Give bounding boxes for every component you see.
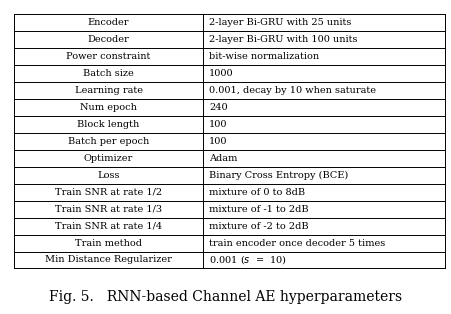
Text: Train SNR at rate 1/4: Train SNR at rate 1/4 — [55, 222, 162, 230]
Text: Block length: Block length — [77, 120, 139, 129]
Text: Batch per epoch: Batch per epoch — [68, 137, 149, 146]
Text: 100: 100 — [208, 120, 227, 129]
Text: mixture of -1 to 2dB: mixture of -1 to 2dB — [208, 205, 308, 214]
Text: Train method: Train method — [75, 239, 142, 247]
Text: Train SNR at rate 1/3: Train SNR at rate 1/3 — [55, 205, 162, 214]
Text: Optimizer: Optimizer — [84, 154, 133, 163]
Text: 0.001 ($s$  =  10): 0.001 ($s$ = 10) — [208, 253, 286, 267]
Text: Num epoch: Num epoch — [80, 103, 137, 112]
Text: 2-layer Bi-GRU with 100 units: 2-layer Bi-GRU with 100 units — [208, 35, 357, 44]
Text: mixture of 0 to 8dB: mixture of 0 to 8dB — [208, 188, 304, 197]
Text: Train SNR at rate 1/2: Train SNR at rate 1/2 — [55, 188, 162, 197]
Text: Learning rate: Learning rate — [74, 86, 142, 95]
Text: 2-layer Bi-GRU with 25 units: 2-layer Bi-GRU with 25 units — [208, 18, 350, 27]
Text: 100: 100 — [208, 137, 227, 146]
Text: Power constraint: Power constraint — [66, 52, 150, 61]
Text: 240: 240 — [208, 103, 227, 112]
Text: mixture of -2 to 2dB: mixture of -2 to 2dB — [208, 222, 308, 230]
Text: 0.001, decay by 10 when saturate: 0.001, decay by 10 when saturate — [208, 86, 375, 95]
Text: Binary Cross Entropy (BCE): Binary Cross Entropy (BCE) — [208, 171, 347, 180]
Text: Fig. 5.   RNN-based Channel AE hyperparameters: Fig. 5. RNN-based Channel AE hyperparame… — [49, 290, 402, 304]
Text: Encoder: Encoder — [87, 18, 129, 27]
Text: Decoder: Decoder — [87, 35, 129, 44]
Text: Adam: Adam — [208, 154, 237, 163]
Text: Loss: Loss — [97, 171, 120, 180]
Text: train encoder once decoder 5 times: train encoder once decoder 5 times — [208, 239, 384, 247]
Text: Batch size: Batch size — [83, 69, 133, 78]
Text: Min Distance Regularizer: Min Distance Regularizer — [45, 256, 171, 264]
Text: bit-wise normalization: bit-wise normalization — [208, 52, 318, 61]
Text: 1000: 1000 — [208, 69, 233, 78]
